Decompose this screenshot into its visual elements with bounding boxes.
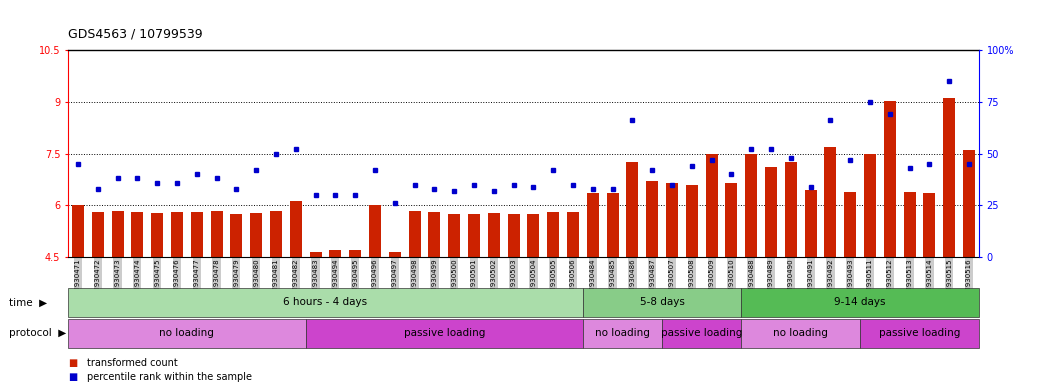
Bar [250, 213, 262, 257]
Bar [805, 190, 817, 257]
Bar [904, 192, 915, 257]
Bar [488, 213, 499, 257]
Bar [923, 194, 935, 257]
Text: time  ▶: time ▶ [8, 297, 47, 308]
Bar [68, 319, 306, 348]
Bar [408, 211, 421, 257]
Bar [448, 214, 460, 257]
Bar [72, 205, 84, 257]
Bar [310, 252, 321, 257]
Text: no loading: no loading [595, 328, 650, 338]
Bar [548, 212, 559, 257]
Bar [567, 212, 579, 257]
Bar [230, 214, 242, 257]
Bar [270, 211, 282, 257]
Text: percentile rank within the sample: percentile rank within the sample [87, 372, 252, 382]
Text: no loading: no loading [159, 328, 215, 338]
Bar [726, 183, 737, 257]
Bar [92, 212, 104, 257]
Bar [864, 154, 876, 257]
Text: passive loading: passive loading [661, 328, 742, 338]
Bar [290, 201, 302, 257]
Text: no loading: no loading [774, 328, 828, 338]
Bar [587, 194, 599, 257]
Bar [745, 154, 757, 257]
Bar [132, 212, 143, 257]
Bar [741, 288, 979, 317]
Bar [646, 180, 659, 257]
Bar [765, 167, 777, 257]
Bar [844, 192, 856, 257]
Text: passive loading: passive loading [878, 328, 960, 338]
Bar [191, 212, 203, 257]
Bar [785, 162, 797, 257]
Bar [706, 154, 717, 257]
Bar [963, 150, 975, 257]
Bar [583, 319, 662, 348]
Bar [662, 319, 741, 348]
Bar [741, 319, 861, 348]
Bar [112, 211, 124, 257]
Bar [369, 205, 381, 257]
Text: 6 hours - 4 days: 6 hours - 4 days [284, 297, 367, 308]
Text: ■: ■ [68, 358, 77, 368]
Text: ■: ■ [68, 372, 77, 382]
Bar [666, 183, 678, 257]
Bar [508, 214, 519, 257]
Text: passive loading: passive loading [403, 328, 485, 338]
Bar [583, 288, 741, 317]
Bar [68, 288, 583, 317]
Text: 5-8 days: 5-8 days [640, 297, 685, 308]
Bar [171, 212, 183, 257]
Bar [350, 250, 361, 257]
Bar [824, 147, 837, 257]
Bar [330, 250, 341, 257]
Bar [388, 252, 401, 257]
Bar [428, 212, 441, 257]
Text: 9-14 days: 9-14 days [834, 297, 886, 308]
Bar [943, 98, 955, 257]
Bar [306, 319, 583, 348]
Text: protocol  ▶: protocol ▶ [8, 328, 66, 338]
Text: GDS4563 / 10799539: GDS4563 / 10799539 [68, 27, 203, 40]
Bar [468, 214, 480, 257]
Bar [151, 213, 163, 257]
Bar [606, 194, 619, 257]
Bar [686, 185, 697, 257]
Bar [210, 211, 223, 257]
Bar [528, 214, 539, 257]
Bar [861, 319, 979, 348]
Bar [626, 162, 639, 257]
Bar [884, 101, 896, 257]
Text: transformed count: transformed count [87, 358, 178, 368]
